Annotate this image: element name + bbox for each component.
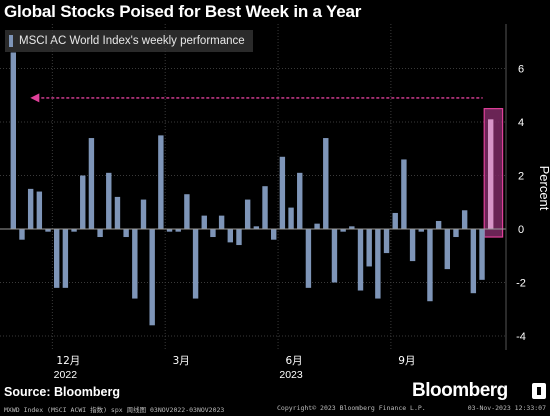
bar — [244, 199, 251, 229]
bar — [149, 229, 155, 326]
bar — [71, 229, 77, 232]
bar — [253, 226, 260, 229]
bloomberg-logo: Bloomberg — [412, 380, 508, 401]
legend: MSCI AC World Index's weekly performance — [5, 30, 253, 52]
bar — [375, 229, 381, 299]
bar — [236, 229, 242, 246]
bar — [27, 188, 34, 229]
highlight-box — [483, 108, 504, 238]
bar — [140, 199, 147, 229]
chart-title: Global Stocks Poised for Best Week in a … — [4, 2, 362, 21]
bar — [114, 196, 121, 229]
bar — [479, 229, 485, 280]
y-tick-label: 4 — [518, 117, 524, 129]
x-tick-label: 6月 — [285, 355, 302, 367]
bar — [357, 229, 364, 291]
bar — [401, 159, 407, 229]
bar — [349, 226, 355, 229]
bar — [435, 220, 442, 229]
bar — [45, 229, 51, 232]
bar — [54, 229, 60, 288]
source-note: Source: Bloomberg — [4, 385, 120, 399]
bar — [262, 186, 268, 229]
bar — [88, 138, 95, 229]
arrow-head — [30, 93, 40, 103]
bar — [314, 223, 320, 229]
bar — [62, 229, 69, 288]
bar — [36, 191, 43, 229]
legend-swatch — [9, 35, 13, 47]
x-year-label: 2022 — [54, 369, 78, 381]
x-tick-label: 3月 — [173, 355, 190, 367]
bar — [323, 138, 329, 229]
x-tick-label: 12月 — [56, 355, 80, 367]
bar — [461, 210, 468, 229]
bar — [10, 52, 16, 230]
bar — [297, 172, 303, 229]
bar — [132, 229, 138, 299]
bar — [305, 229, 312, 288]
bar — [97, 229, 103, 238]
y-tick-label: 0 — [518, 224, 524, 236]
bar — [331, 229, 338, 283]
bar — [192, 229, 199, 299]
bar — [470, 229, 477, 294]
bar — [80, 175, 86, 229]
bar — [427, 229, 433, 302]
legend-label: MSCI AC World Index's weekly performance — [19, 35, 245, 47]
bar — [409, 229, 416, 262]
bar — [166, 229, 173, 232]
bar — [227, 229, 233, 243]
bloomberg-badge-icon — [532, 383, 546, 399]
bar — [453, 229, 459, 238]
bar — [383, 229, 390, 254]
bar — [271, 229, 277, 240]
y-tick-label: -2 — [516, 278, 526, 290]
x-year-label: 2023 — [279, 369, 303, 381]
bar — [106, 172, 112, 229]
footer-index-info: MXWD Index (MSCI ACWI 指数) spx 周线图 03NOV2… — [4, 406, 225, 414]
bar — [340, 229, 346, 232]
y-tick-label: 6 — [518, 64, 524, 76]
bar — [418, 229, 424, 232]
footer: MXWD Index (MSCI ACWI 指数) spx 周线图 03NOV2… — [0, 403, 550, 416]
bar — [444, 229, 450, 270]
footer-timestamp: 03-Nov-2023 12:33:07 — [467, 404, 546, 412]
bar — [184, 194, 190, 229]
bar — [158, 135, 164, 229]
bar — [392, 212, 398, 229]
bar — [218, 215, 225, 229]
footer-copyright: Copyright© 2023 Bloomberg Finance L.P. — [277, 404, 426, 412]
bar — [366, 229, 372, 267]
y-tick-label: -4 — [516, 331, 526, 343]
bar — [19, 229, 25, 240]
bar — [175, 229, 181, 232]
chart: -4 -2 0 2 4 6 Percent 12月 2022 3月 6月 2023 9月 — [0, 24, 550, 381]
x-tick-label: 9月 — [398, 355, 415, 367]
bar — [123, 229, 129, 238]
y-tick-label: 2 — [518, 171, 524, 183]
y-axis-label: Percent — [537, 166, 550, 211]
bar — [288, 207, 294, 229]
bar — [210, 229, 216, 238]
bar — [201, 215, 207, 229]
highlight-bar — [488, 119, 494, 229]
bar — [279, 156, 286, 229]
